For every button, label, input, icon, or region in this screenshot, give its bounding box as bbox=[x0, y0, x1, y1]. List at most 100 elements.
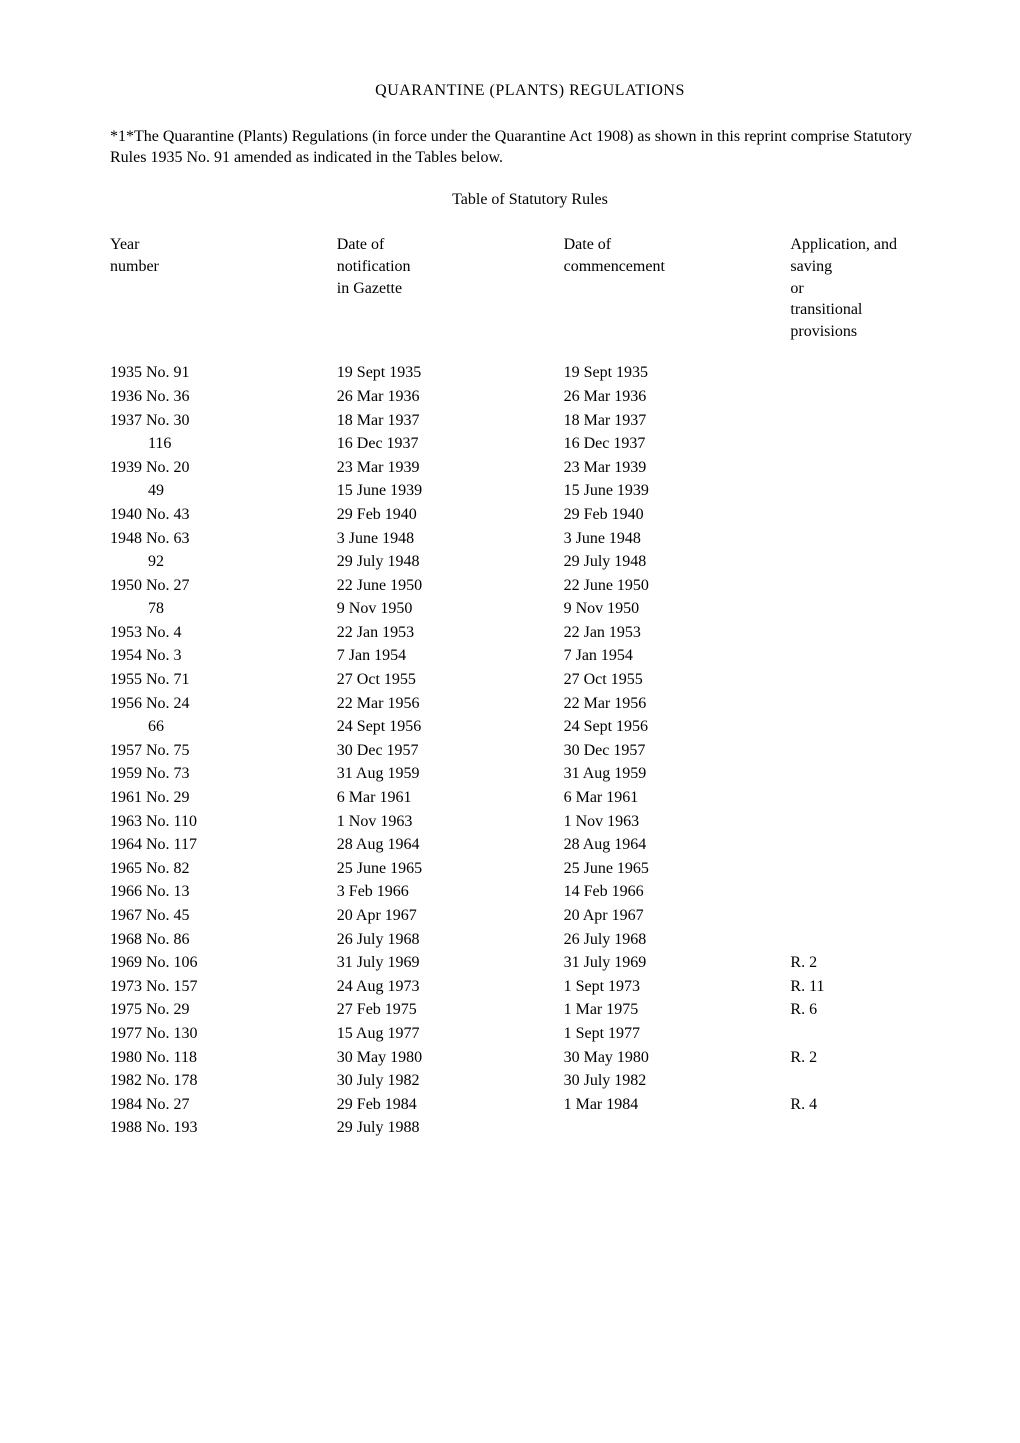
cell-notif: 29 July 1988 bbox=[337, 1117, 564, 1141]
table-row: 1969 No. 10631 July 196931 July 1969R. 2 bbox=[110, 952, 950, 976]
table-row: 1953 No. 422 Jan 195322 Jan 1953 bbox=[110, 622, 950, 646]
cell-notif: 26 July 1968 bbox=[337, 929, 564, 953]
rules-table: Yearnumber Date ofnotificationin Gazette… bbox=[110, 234, 950, 1141]
cell-comm bbox=[564, 1117, 791, 1141]
cell-notif: 3 Feb 1966 bbox=[337, 881, 564, 905]
cell-year: 1965 No. 82 bbox=[110, 858, 337, 882]
table-row: 1967 No. 4520 Apr 196720 Apr 1967 bbox=[110, 905, 950, 929]
cell-appl bbox=[790, 1117, 950, 1141]
cell-notif: 24 Sept 1956 bbox=[337, 716, 564, 740]
cell-notif: 1 Nov 1963 bbox=[337, 811, 564, 835]
cell-notif: 22 Mar 1956 bbox=[337, 693, 564, 717]
cell-notif: 26 Mar 1936 bbox=[337, 386, 564, 410]
cell-notif: 3 June 1948 bbox=[337, 528, 564, 552]
cell-comm: 1 Nov 1963 bbox=[564, 811, 791, 835]
table-subtitle: Table of Statutory Rules bbox=[110, 189, 950, 211]
cell-comm: 23 Mar 1939 bbox=[564, 457, 791, 481]
cell-notif: 31 Aug 1959 bbox=[337, 763, 564, 787]
cell-comm: 29 Feb 1940 bbox=[564, 504, 791, 528]
cell-appl bbox=[790, 881, 950, 905]
cell-notif: 6 Mar 1961 bbox=[337, 787, 564, 811]
table-row: 1984 No. 2729 Feb 19841 Mar 1984R. 4 bbox=[110, 1094, 950, 1118]
cell-comm: 18 Mar 1937 bbox=[564, 410, 791, 434]
cell-appl bbox=[790, 693, 950, 717]
cell-comm: 29 July 1948 bbox=[564, 551, 791, 575]
cell-year: 1980 No. 118 bbox=[110, 1047, 337, 1071]
table-row: 1963 No. 1101 Nov 19631 Nov 1963 bbox=[110, 811, 950, 835]
table-row: 9229 July 194829 July 1948 bbox=[110, 551, 950, 575]
table-row: 1955 No. 7127 Oct 195527 Oct 1955 bbox=[110, 669, 950, 693]
cell-appl bbox=[790, 1070, 950, 1094]
cell-year: 1955 No. 71 bbox=[110, 669, 337, 693]
cell-comm: 3 June 1948 bbox=[564, 528, 791, 552]
cell-comm: 31 July 1969 bbox=[564, 952, 791, 976]
cell-year: 1948 No. 63 bbox=[110, 528, 337, 552]
cell-year: 1984 No. 27 bbox=[110, 1094, 337, 1118]
cell-appl bbox=[790, 1023, 950, 1047]
cell-year: 78 bbox=[110, 598, 337, 622]
table-row: 1950 No. 2722 June 195022 June 1950 bbox=[110, 575, 950, 599]
cell-year: 1956 No. 24 bbox=[110, 693, 337, 717]
cell-notif: 18 Mar 1937 bbox=[337, 410, 564, 434]
cell-appl bbox=[790, 598, 950, 622]
cell-notif: 15 Aug 1977 bbox=[337, 1023, 564, 1047]
cell-comm: 9 Nov 1950 bbox=[564, 598, 791, 622]
cell-notif: 30 May 1980 bbox=[337, 1047, 564, 1071]
cell-notif: 24 Aug 1973 bbox=[337, 976, 564, 1000]
cell-year: 1963 No. 110 bbox=[110, 811, 337, 835]
table-row: 1988 No. 19329 July 1988 bbox=[110, 1117, 950, 1141]
table-row: 789 Nov 19509 Nov 1950 bbox=[110, 598, 950, 622]
cell-year: 1957 No. 75 bbox=[110, 740, 337, 764]
cell-year: 1988 No. 193 bbox=[110, 1117, 337, 1141]
cell-comm: 26 July 1968 bbox=[564, 929, 791, 953]
cell-comm: 26 Mar 1936 bbox=[564, 386, 791, 410]
cell-comm: 7 Jan 1954 bbox=[564, 645, 791, 669]
cell-notif: 20 Apr 1967 bbox=[337, 905, 564, 929]
cell-comm: 24 Sept 1956 bbox=[564, 716, 791, 740]
cell-comm: 1 Sept 1977 bbox=[564, 1023, 791, 1047]
cell-notif: 15 June 1939 bbox=[337, 480, 564, 504]
cell-appl bbox=[790, 386, 950, 410]
table-row: 11616 Dec 193716 Dec 1937 bbox=[110, 433, 950, 457]
cell-year: 1935 No. 91 bbox=[110, 362, 337, 386]
document-note: *1*The Quarantine (Plants) Regulations (… bbox=[110, 126, 950, 169]
cell-appl bbox=[790, 858, 950, 882]
col-header-notif: Date ofnotificationin Gazette bbox=[337, 234, 564, 362]
table-row: 1980 No. 11830 May 198030 May 1980R. 2 bbox=[110, 1047, 950, 1071]
table-row: 1966 No. 133 Feb 196614 Feb 1966 bbox=[110, 881, 950, 905]
cell-year: 1968 No. 86 bbox=[110, 929, 337, 953]
cell-appl bbox=[790, 504, 950, 528]
cell-notif: 7 Jan 1954 bbox=[337, 645, 564, 669]
cell-appl bbox=[790, 480, 950, 504]
col-header-appl: Application, andsavingortransitionalprov… bbox=[790, 234, 950, 362]
cell-year: 1964 No. 117 bbox=[110, 834, 337, 858]
cell-comm: 30 May 1980 bbox=[564, 1047, 791, 1071]
cell-appl bbox=[790, 528, 950, 552]
cell-appl bbox=[790, 433, 950, 457]
cell-appl: R. 2 bbox=[790, 952, 950, 976]
table-row: 1973 No. 15724 Aug 19731 Sept 1973R. 11 bbox=[110, 976, 950, 1000]
cell-appl bbox=[790, 787, 950, 811]
cell-notif: 19 Sept 1935 bbox=[337, 362, 564, 386]
cell-comm: 27 Oct 1955 bbox=[564, 669, 791, 693]
cell-notif: 29 July 1948 bbox=[337, 551, 564, 575]
cell-notif: 22 Jan 1953 bbox=[337, 622, 564, 646]
table-row: 1939 No. 2023 Mar 193923 Mar 1939 bbox=[110, 457, 950, 481]
cell-comm: 6 Mar 1961 bbox=[564, 787, 791, 811]
cell-appl bbox=[790, 763, 950, 787]
document-title: QUARANTINE (PLANTS) REGULATIONS bbox=[110, 80, 950, 102]
cell-appl bbox=[790, 669, 950, 693]
cell-comm: 1 Mar 1984 bbox=[564, 1094, 791, 1118]
table-row: 1935 No. 9119 Sept 193519 Sept 1935 bbox=[110, 362, 950, 386]
table-row: 1940 No. 4329 Feb 194029 Feb 1940 bbox=[110, 504, 950, 528]
cell-year: 1975 No. 29 bbox=[110, 999, 337, 1023]
cell-appl bbox=[790, 457, 950, 481]
col-header-year: Yearnumber bbox=[110, 234, 337, 362]
cell-notif: 16 Dec 1937 bbox=[337, 433, 564, 457]
table-row: 1954 No. 37 Jan 19547 Jan 1954 bbox=[110, 645, 950, 669]
cell-comm: 14 Feb 1966 bbox=[564, 881, 791, 905]
cell-notif: 28 Aug 1964 bbox=[337, 834, 564, 858]
col-header-comm: Date ofcommencement bbox=[564, 234, 791, 362]
cell-notif: 30 July 1982 bbox=[337, 1070, 564, 1094]
cell-year: 116 bbox=[110, 433, 337, 457]
